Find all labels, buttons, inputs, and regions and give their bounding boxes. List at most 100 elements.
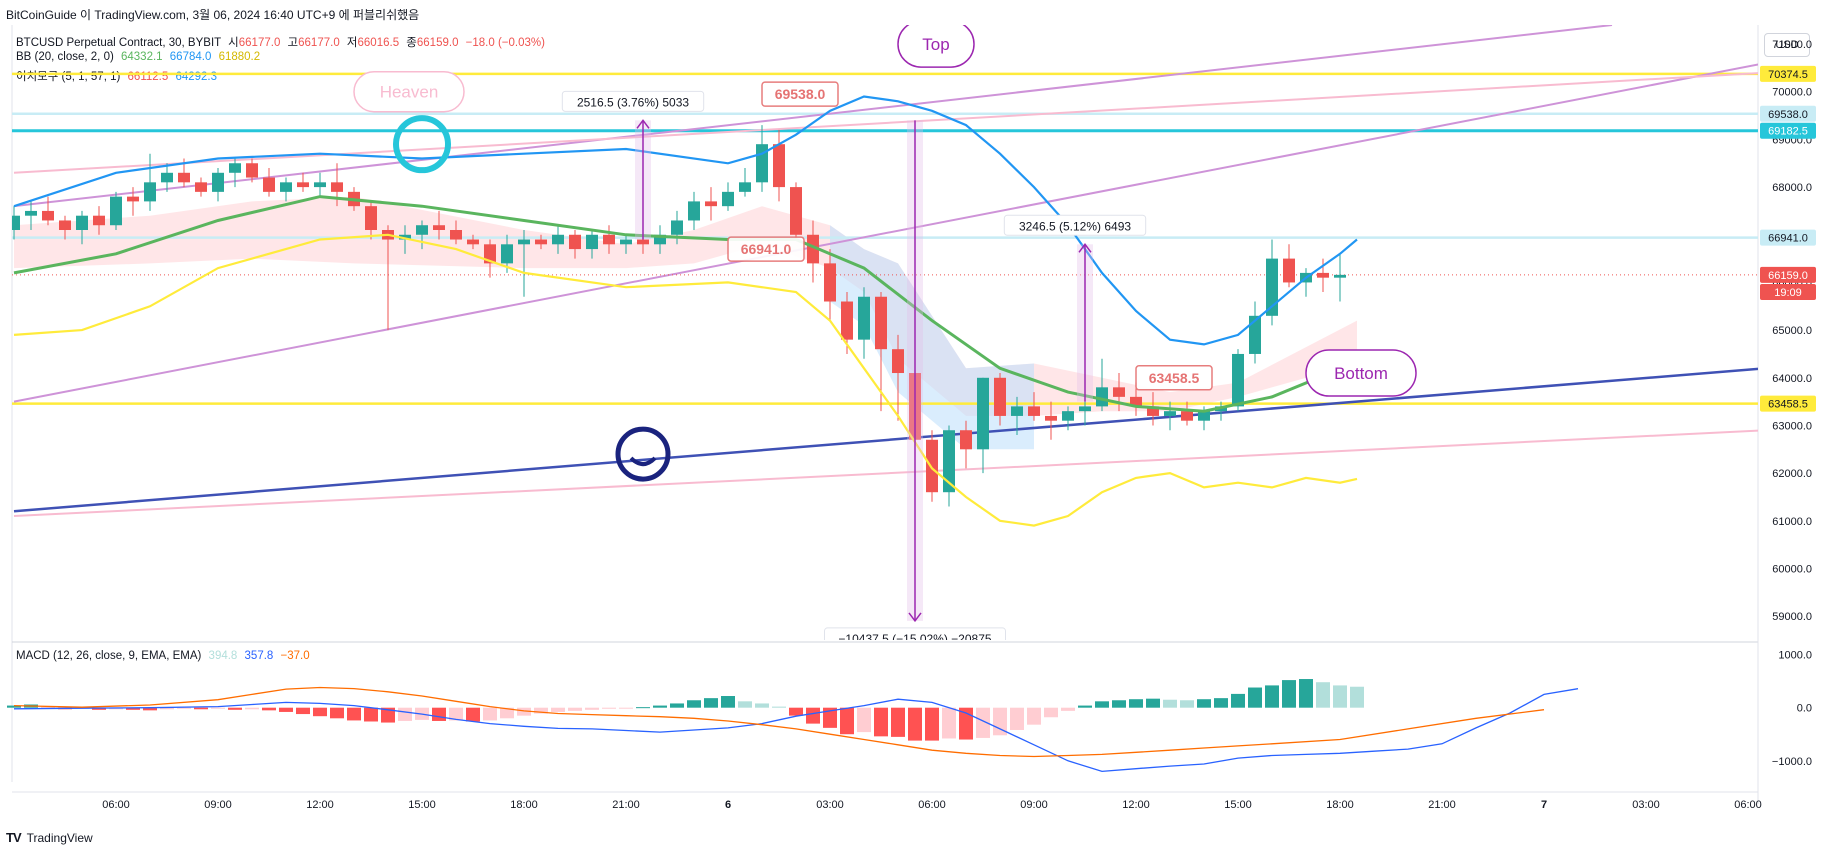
time-tick-label: 03:00 — [816, 799, 844, 811]
candle-body — [1130, 396, 1142, 407]
price-tag-box — [727, 236, 805, 262]
candle-body — [1113, 387, 1125, 397]
price-tag-label: 69538.0 — [775, 86, 826, 102]
price-axis-badge-label: 66941.0 — [1768, 233, 1808, 245]
trend-line — [13, 63, 1758, 403]
macd-histogram-bar — [670, 703, 684, 708]
candle-body — [399, 234, 411, 240]
candle-body — [195, 182, 207, 192]
measure-arrow — [636, 119, 650, 129]
price-axis-badge-label: 66159.0 — [1768, 270, 1808, 282]
bb-upper-line — [13, 95, 1358, 346]
price-axis-badge — [1760, 65, 1816, 82]
candle-body — [76, 215, 88, 230]
macd-histogram-bar — [534, 707, 548, 714]
candle-body — [960, 430, 972, 450]
low-label: 저 — [346, 37, 358, 49]
measure-label-box — [1003, 214, 1147, 236]
candle-body — [1283, 258, 1295, 283]
time-tick-label: 15:00 — [1224, 799, 1252, 811]
bb-basis-value: 64332.1 — [121, 51, 163, 63]
candle-body — [722, 191, 734, 207]
symbol-name: BTCUSD Perpetual Contract, 30, BYBIT — [16, 37, 221, 49]
macd-histogram-bar — [1316, 682, 1330, 708]
ichimoku-cloud — [14, 196, 1357, 416]
callout-label: Top — [922, 35, 949, 54]
macd-histogram-bar — [1129, 699, 1143, 708]
macd-histogram-bar — [1180, 700, 1194, 708]
candle-body — [1317, 272, 1329, 278]
macd-histogram-bar — [347, 707, 361, 721]
price-tick-label: 62000.0 — [1772, 468, 1812, 480]
macd-histogram-bar — [704, 698, 718, 708]
macd-histogram-bar — [194, 707, 208, 710]
time-tick-label: 21:00 — [1428, 799, 1456, 811]
macd-tick-label: 0.0 — [1797, 703, 1812, 715]
time-tick-label: 09:00 — [1020, 799, 1048, 811]
candle-body — [1045, 415, 1057, 421]
macd-histogram-bar — [1027, 707, 1041, 725]
candle-body — [535, 239, 547, 245]
candle-body — [365, 206, 377, 230]
candle-body — [603, 234, 615, 245]
candle-body — [1096, 387, 1108, 407]
candle-body — [25, 210, 37, 216]
price-axis-badge — [1760, 122, 1816, 139]
candle-body — [127, 196, 139, 202]
footer-brand[interactable]: TV TradingView — [6, 830, 93, 845]
macd-legend[interactable]: MACD (12, 26, close, 9, EMA, EMA) 394.8 … — [16, 650, 310, 662]
candle-body — [569, 234, 581, 250]
candle-body — [229, 163, 241, 173]
macd-histogram-bar — [398, 707, 412, 721]
macd-histogram-bar — [857, 707, 871, 733]
macd-histogram-bar — [585, 707, 599, 710]
main-pane: 2516.5 (3.76%) 5033 −10437.5 (−15.02%) −2… — [12, 25, 1758, 640]
macd-signal-value: −37.0 — [280, 650, 310, 662]
currency-selector[interactable]: USD — [1764, 33, 1810, 57]
candle-body — [314, 182, 326, 188]
macd-histogram-bar — [840, 707, 854, 735]
price-tick-label: 65000.0 — [1772, 325, 1812, 337]
macd-histogram-bar — [517, 707, 531, 716]
macd-value: 357.8 — [244, 650, 274, 662]
time-tick-label: 06:00 — [918, 799, 946, 811]
macd-histogram-bar — [1333, 685, 1347, 708]
price-tag-label: 66941.0 — [741, 241, 792, 257]
candle-body — [518, 239, 530, 245]
price-axis-badge-label: 69538.0 — [1768, 109, 1808, 121]
macd-histogram-bar — [483, 707, 497, 721]
time-tick-label: 06:00 — [102, 799, 130, 811]
candle-body — [246, 163, 258, 178]
candle-body — [59, 220, 71, 230]
candle-body — [450, 230, 462, 240]
macd-histogram-bar — [738, 701, 752, 708]
measure-label-box — [824, 627, 1006, 640]
price-tick-label: 60000.0 — [1772, 563, 1812, 575]
candle-body — [790, 187, 802, 235]
candle-body — [1198, 411, 1210, 421]
bb-name: BB (20, close, 2, 0) — [16, 51, 114, 63]
macd-histogram-bar — [772, 706, 786, 708]
bb-legend[interactable]: BB (20, close, 2, 0) 64332.1 66784.0 618… — [16, 51, 260, 63]
macd-histogram-bar — [1010, 707, 1024, 730]
publish-attribution: BitCoinGuide 이 TradingView.com, 3월 06, 2… — [6, 8, 420, 22]
macd-histogram-bar — [619, 707, 633, 709]
macd-histogram-bar — [143, 707, 157, 711]
macd-histogram-bar — [279, 707, 293, 712]
macd-histogram-bar — [1044, 707, 1058, 718]
macd-tick-label: −1000.0 — [1772, 756, 1812, 768]
macd-histogram-bar — [551, 707, 565, 712]
macd-histogram-bar — [1299, 679, 1313, 708]
candle-body — [671, 220, 683, 235]
price-tag-label: 63458.5 — [1149, 370, 1200, 386]
macd-histogram-bar — [568, 707, 582, 711]
symbol-legend[interactable]: BTCUSD Perpetual Contract, 30, BYBIT 시66… — [16, 34, 545, 50]
macd-histogram-bar — [993, 707, 1007, 736]
macd-histogram-bar — [1095, 701, 1109, 708]
candle-body — [416, 225, 428, 235]
price-axis-badge — [1760, 266, 1816, 283]
macd-histogram-bar — [245, 707, 259, 710]
callout-bubble — [1305, 349, 1417, 397]
candle-body — [773, 144, 785, 188]
